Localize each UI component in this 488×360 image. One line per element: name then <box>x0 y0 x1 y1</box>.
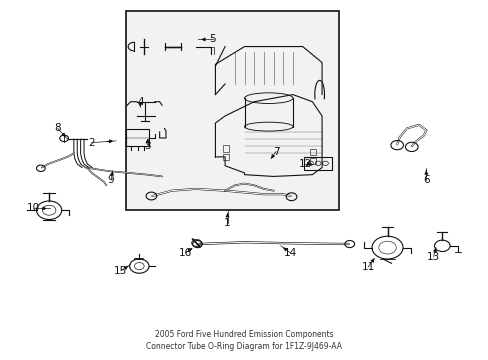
Text: 6: 6 <box>422 175 429 185</box>
Text: 11: 11 <box>361 262 374 272</box>
Text: 1: 1 <box>224 218 230 228</box>
Bar <box>309 149 315 155</box>
Bar <box>309 158 315 164</box>
Text: 10: 10 <box>27 203 40 213</box>
Text: 15: 15 <box>114 266 127 276</box>
Bar <box>126 129 148 146</box>
Bar <box>222 145 228 152</box>
Text: 16: 16 <box>178 248 192 258</box>
Text: 13: 13 <box>426 252 439 261</box>
Text: 9: 9 <box>108 175 114 185</box>
Text: 14: 14 <box>284 248 297 258</box>
Text: 4: 4 <box>137 97 143 107</box>
Text: 5: 5 <box>209 35 216 44</box>
Bar <box>304 157 331 170</box>
Text: 12: 12 <box>298 159 311 169</box>
Text: 3: 3 <box>144 141 150 151</box>
Text: 7: 7 <box>272 147 279 157</box>
Bar <box>222 154 228 161</box>
Text: 2005 Ford Five Hundred Emission Components
Connector Tube O-Ring Diagram for 1F1: 2005 Ford Five Hundred Emission Componen… <box>146 330 342 351</box>
Text: 8: 8 <box>55 123 61 134</box>
Text: 2: 2 <box>88 138 95 148</box>
Bar <box>125 11 338 210</box>
